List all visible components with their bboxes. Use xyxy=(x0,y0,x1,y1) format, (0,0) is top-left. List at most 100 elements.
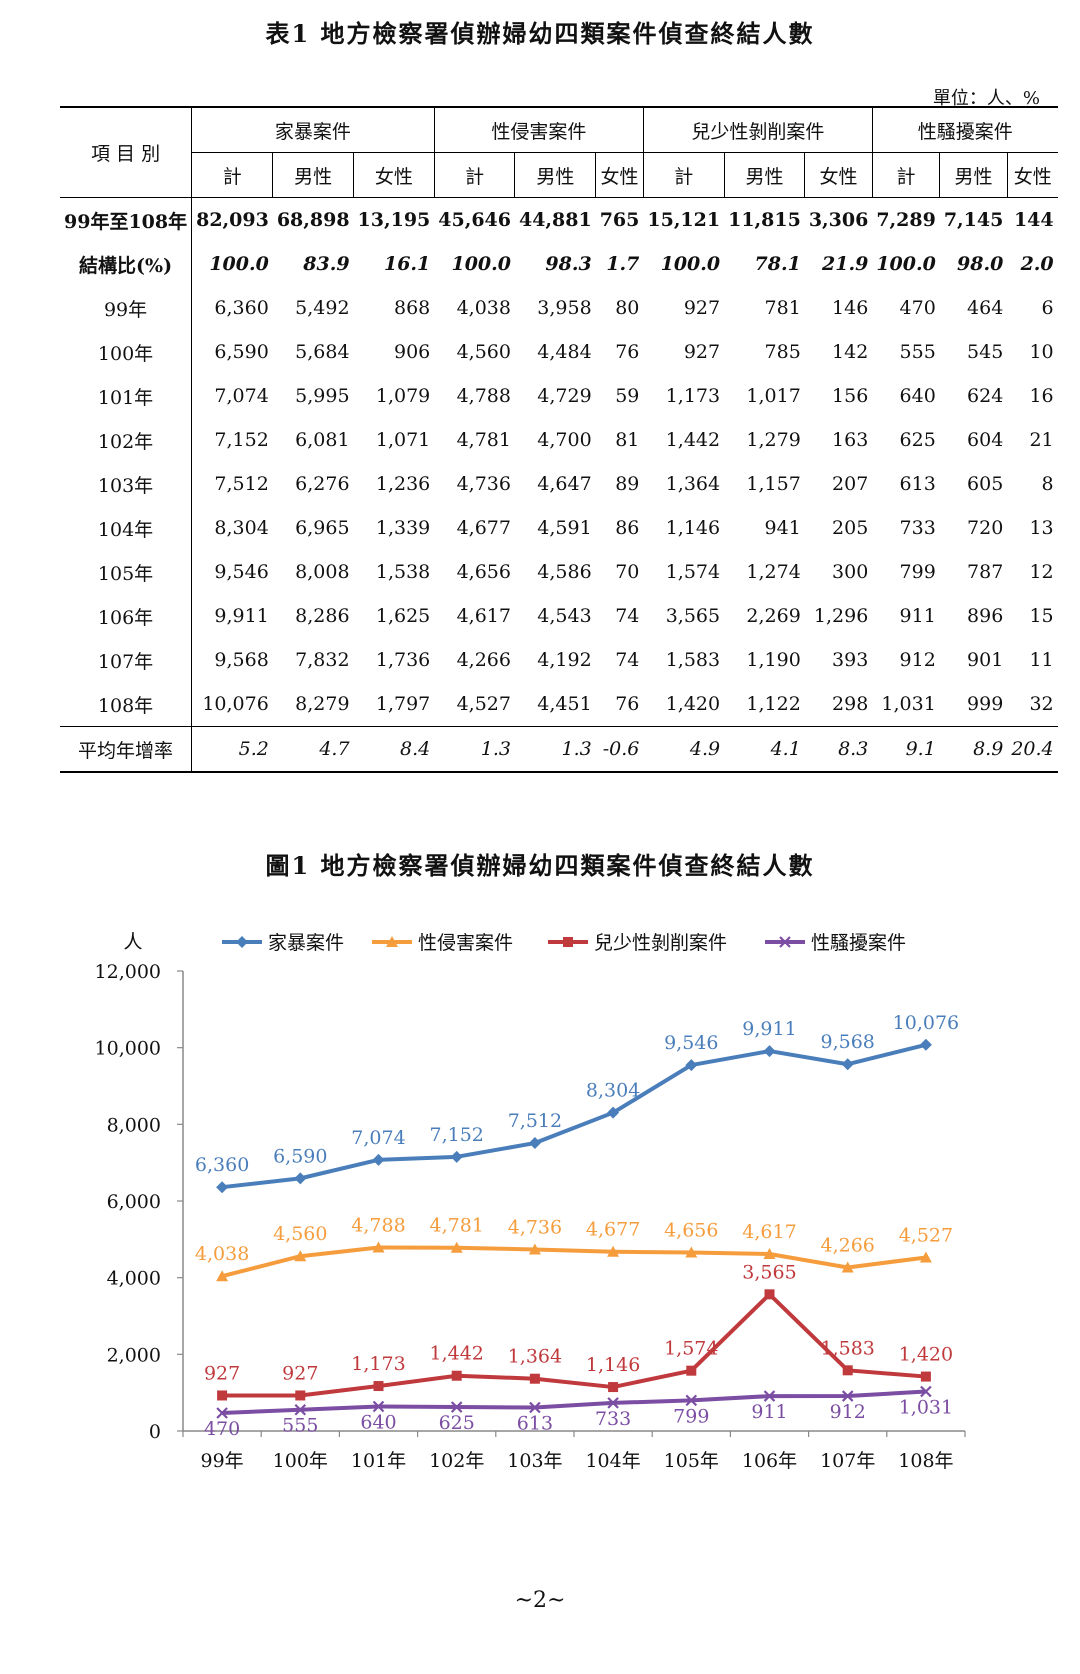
data-point xyxy=(685,1394,698,1407)
sub-header: 計 xyxy=(871,152,940,198)
table-cell: 7,145 xyxy=(943,209,1004,231)
table-cell: 7,152 xyxy=(214,429,269,451)
data-label: 733 xyxy=(595,1408,631,1430)
table-cell: 4,591 xyxy=(537,517,592,539)
sub-header: 計 xyxy=(642,152,725,198)
table-cell: 207 xyxy=(832,473,869,495)
table-cell: 1,173 xyxy=(665,385,721,407)
sub-header: 女性 xyxy=(595,152,644,198)
table-cell: 1,274 xyxy=(746,561,801,583)
data-label: 7,512 xyxy=(508,1110,562,1132)
data-label: 1,146 xyxy=(586,1354,640,1376)
row-label: 平均年增率 xyxy=(60,726,193,773)
table-cell: 1,017 xyxy=(746,385,801,407)
table-row: 104年 8,304 6,965 1,339 4,677 4,591 86 1,146 941 2… xyxy=(60,506,1058,550)
table-cell: 1,296 xyxy=(813,605,869,627)
data-point xyxy=(451,1370,462,1381)
table-cell: 4.7 xyxy=(272,726,354,773)
data-point xyxy=(217,1390,228,1401)
table-cell: 906 xyxy=(394,341,431,363)
data-point xyxy=(294,1172,307,1185)
table-cell: 9,546 xyxy=(214,561,269,583)
data-label: 470 xyxy=(204,1418,240,1440)
data-point xyxy=(216,1270,229,1282)
table-cell: 298 xyxy=(832,693,869,715)
table-cell: 82,093 xyxy=(196,209,269,231)
table-cell: 640 xyxy=(899,385,936,407)
row-label: 108年 xyxy=(60,682,193,727)
table-cell: 8,304 xyxy=(214,517,269,539)
x-tick-label: 108年 xyxy=(898,1450,953,1472)
table-cell: 799 xyxy=(899,561,936,583)
table-cell: 5,684 xyxy=(295,341,350,363)
x-tick-label: 105年 xyxy=(664,1450,719,1472)
table-cell: 605 xyxy=(967,473,1004,495)
table-cell: 1,538 xyxy=(375,561,431,583)
table-cell: 1,364 xyxy=(665,473,721,495)
sub-header: 女性 xyxy=(804,152,873,198)
table-cell: 941 xyxy=(764,517,801,539)
table-cell: 100.0 xyxy=(876,253,936,275)
table-cell: 912 xyxy=(899,649,936,671)
data-label: 4,788 xyxy=(351,1214,405,1236)
data-label: 10,076 xyxy=(893,1012,959,1034)
table-cell: 1,190 xyxy=(746,649,801,671)
sub-header: 計 xyxy=(433,152,515,198)
table-cell: 21 xyxy=(1029,429,1054,451)
data-label: 3,565 xyxy=(742,1261,796,1283)
x-tick-label: 102年 xyxy=(429,1450,484,1472)
sub-header-row: 計男性 女性計男性 女性計男性 女性計男性 女性 xyxy=(60,152,1058,198)
table-cell: 4.9 xyxy=(643,726,725,773)
table-cell: 45,646 xyxy=(438,209,511,231)
row-label: 106年 xyxy=(60,594,193,638)
y-tick-label: 0 xyxy=(149,1421,161,1443)
table-cell: 781 xyxy=(764,297,801,319)
data-point xyxy=(842,1365,853,1376)
data-point xyxy=(841,1390,854,1402)
table-cell: 8,008 xyxy=(295,561,350,583)
table-cell: 3,958 xyxy=(537,297,592,319)
unit-label: 單位：人、% xyxy=(932,88,1040,109)
table-cell: 613 xyxy=(899,473,936,495)
table-cell: 100.0 xyxy=(451,253,511,275)
table-cell: 9.1 xyxy=(872,726,940,773)
data-label: 4,781 xyxy=(429,1215,483,1237)
chart-title: 圖1 地方檢察署偵辦婦幼四類案件偵查終結人數 xyxy=(265,851,815,880)
table-cell: 44,881 xyxy=(518,209,592,231)
table-cell: 1,157 xyxy=(746,473,801,495)
table-cell: 10 xyxy=(1029,341,1054,363)
data-point xyxy=(372,1153,385,1166)
row-label: 103年 xyxy=(60,462,193,506)
table-cell: 4,527 xyxy=(456,693,511,715)
table-cell: 11,815 xyxy=(728,209,801,231)
table-cell: 927 xyxy=(683,341,721,363)
table-cell: 1.3 xyxy=(514,726,596,773)
table-cell: 1,797 xyxy=(375,693,431,715)
table-cell: 5,492 xyxy=(295,297,350,319)
table-cell: 76 xyxy=(615,693,640,715)
table-cell: 4,729 xyxy=(537,385,592,407)
data-label: 799 xyxy=(673,1405,709,1427)
table-cell: 15 xyxy=(1029,605,1054,627)
table-cell: 7,289 xyxy=(876,209,936,231)
data-point xyxy=(294,1403,307,1416)
data-label: 1,442 xyxy=(429,1343,483,1365)
table-cell: 927 xyxy=(683,297,721,319)
data-point xyxy=(763,1390,776,1402)
table-cell: 6 xyxy=(1041,297,1054,319)
x-tick-label: 100年 xyxy=(273,1450,328,1472)
table-cell: 4,700 xyxy=(537,429,592,451)
table-cell: 3,565 xyxy=(665,605,721,627)
data-point xyxy=(529,1401,541,1414)
legend-marker xyxy=(386,936,398,947)
row-label: 99年 xyxy=(60,286,193,330)
table-cell: 4,451 xyxy=(537,693,592,715)
table-cell: 1,736 xyxy=(375,649,431,671)
table-cell: 8.9 xyxy=(939,726,1008,773)
table-row: 108年 10,076 8,279 1,797 4,527 4,451 76 1,420 1,1… xyxy=(60,682,1058,727)
table-cell: 6,965 xyxy=(295,517,350,539)
table-cell: 146 xyxy=(832,297,869,319)
group-header: 兒少性剝削案件 xyxy=(642,106,873,153)
table-cell: 59 xyxy=(615,385,640,407)
table-cell: 6,081 xyxy=(295,429,350,451)
